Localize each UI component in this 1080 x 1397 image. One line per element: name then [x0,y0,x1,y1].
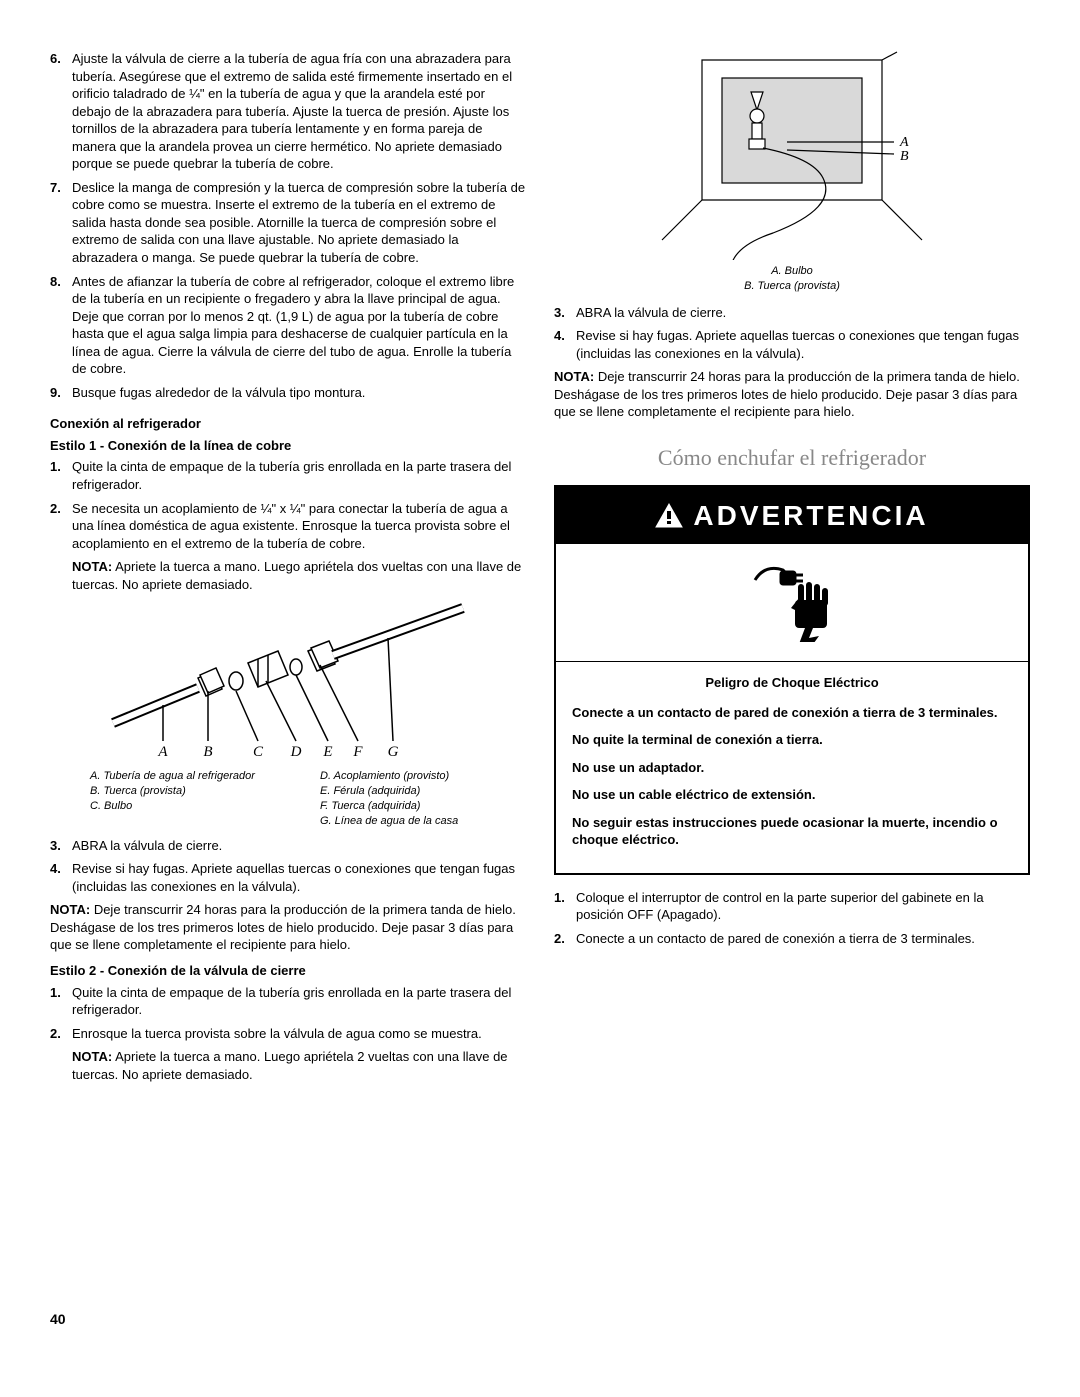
legend-d: D. Acoplamiento (provisto) [320,769,526,784]
plug-steps: 1. Coloque el interruptor de control en … [554,889,1030,948]
figure-coupling-diagram: A B C D E F G [50,603,526,763]
nota-text: Apriete la tuerca a mano. Luego apriétel… [72,1049,508,1082]
step-num: 3. [50,837,72,855]
fig1-label-a: A [157,744,168,760]
step-num: 1. [50,458,72,493]
legend-c: C. Bulbo [90,799,296,814]
step-num: 9. [50,384,72,402]
nota-label: NOTA: [72,559,112,574]
step-text: ABRA la válvula de cierre. [576,304,1030,322]
step-num: 1. [50,984,72,1019]
step-num: 8. [50,273,72,378]
step-num: 4. [554,327,576,362]
heading-estilo1: Estilo 1 - Conexión de la línea de cobre [50,437,526,455]
step-text: Conecte a un contacto de pared de conexi… [576,930,1030,948]
warning-line: No seguir estas instrucciones puede ocas… [572,814,1012,849]
estilo1-nota: NOTA: Apriete la tuerca a mano. Luego ap… [72,558,526,593]
fig1-label-e: E [322,744,332,760]
legend-e: E. Férula (adquirida) [320,784,526,799]
legend-a: A. Tubería de agua al refrigerador [90,769,296,784]
fig1-label-c: C [253,744,264,760]
warning-line: No use un adaptador. [572,759,1012,777]
step-num: 3. [554,304,576,322]
estilo1-steps-a: 1. Quite la cinta de empaque de la tuber… [50,458,526,552]
step-text: ABRA la válvula de cierre. [72,837,526,855]
nota-block-2: NOTA: Deje transcurrir 24 horas para la … [554,368,1030,421]
fig1-label-d: D [290,744,302,760]
legend-b: B. Tuerca (provista) [744,280,840,292]
step-text: Deslice la manga de compresión y la tuer… [72,179,526,267]
step-text: Coloque el interruptor de control en la … [576,889,1030,924]
step-text: Quite la cinta de empaque de la tubería … [72,984,526,1019]
legend-f: F. Tuerca (adquirida) [320,799,526,814]
nota-label: NOTA: [50,902,90,917]
nota-text: Deje transcurrir 24 horas para la produc… [50,902,516,952]
step-text: Enrosque la tuerca provista sobre la vál… [72,1025,526,1043]
legend-a: A. Bulbo [771,265,813,277]
step-text: Revise si hay fugas. Apriete aquellas tu… [576,327,1030,362]
warning-shock-icon [556,544,1028,662]
warning-body: Peligro de Choque Eléctrico Conecte a un… [556,662,1028,873]
step-text: Quite la cinta de empaque de la tubería … [72,458,526,493]
nota-label: NOTA: [72,1049,112,1064]
fig2-label-a: A [899,135,909,150]
warning-triangle-icon [655,503,683,529]
heading-estilo2: Estilo 2 - Conexión de la válvula de cie… [50,962,526,980]
step-text: Busque fugas alrededor de la válvula tip… [72,384,526,402]
installation-steps-cont: 6. Ajuste la válvula de cierre a la tube… [50,50,526,401]
figure1-legend: A. Tubería de agua al refrigerador B. Tu… [90,769,526,828]
figure-wall-valve: A B A. Bulbo B. Tuerca (provista) [554,50,1030,294]
warning-line: No use un cable eléctrico de extensión. [572,786,1012,804]
step-num: 2. [554,930,576,948]
estilo2-steps-a: 1. Quite la cinta de empaque de la tuber… [50,984,526,1043]
page-number: 40 [50,1310,1030,1329]
fig1-label-g: G [388,744,399,760]
step-num: 4. [50,860,72,895]
step-text: Antes de afianzar la tubería de cobre al… [72,273,526,378]
step-num: 2. [50,1025,72,1043]
step-text: Revise si hay fugas. Apriete aquellas tu… [72,860,526,895]
fig1-label-b: B [203,744,212,760]
fig1-label-f: F [352,744,363,760]
figure2-legend: A. Bulbo B. Tuerca (provista) [554,264,1030,294]
legend-g: G. Línea de agua de la casa [320,814,526,829]
warning-subtitle: Peligro de Choque Eléctrico [572,674,1012,692]
heading-conexion-refrigerador: Conexión al refrigerador [50,415,526,433]
step-text: Se necesita un acoplamiento de ¼" x ¼" p… [72,500,526,553]
nota-block-1: NOTA: Deje transcurrir 24 horas para la … [50,901,526,954]
step-num: 7. [50,179,72,267]
estilo2-nota: NOTA: Apriete la tuerca a mano. Luego ap… [72,1048,526,1083]
warning-header: ADVERTENCIA [556,487,1028,545]
nota-text: Apriete la tuerca a mano. Luego apriétel… [72,559,521,592]
heading-enchufar: Cómo enchufar el refrigerador [554,443,1030,473]
warning-line: No quite la terminal de conexión a tierr… [572,731,1012,749]
warning-header-text: ADVERTENCIA [693,497,928,535]
step-num: 1. [554,889,576,924]
step-text: Ajuste la válvula de cierre a la tubería… [72,50,526,173]
nota-label: NOTA: [554,369,594,384]
estilo2-steps-b: 3. ABRA la válvula de cierre. 4. Revise … [554,304,1030,363]
step-num: 6. [50,50,72,173]
nota-text: Deje transcurrir 24 horas para la produc… [554,369,1020,419]
warning-line: Conecte a un contacto de pared de conexi… [572,704,1012,722]
estilo1-steps-b: 3. ABRA la válvula de cierre. 4. Revise … [50,837,526,896]
warning-box: ADVERTENCIA [554,485,1030,875]
step-num: 2. [50,500,72,553]
fig2-label-b: B [900,149,909,164]
legend-b: B. Tuerca (provista) [90,784,296,799]
